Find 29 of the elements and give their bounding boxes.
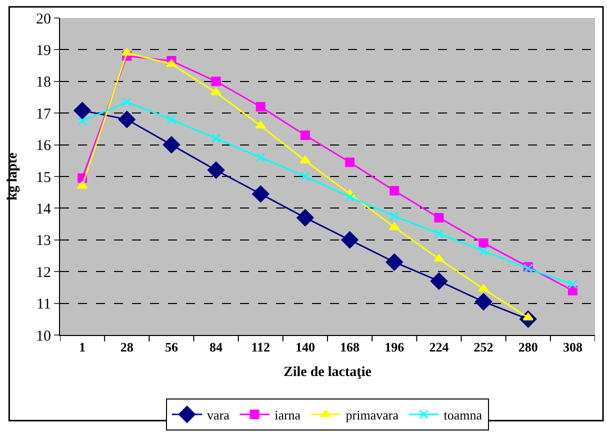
x-tick-label: 56	[164, 340, 178, 355]
x-tick-label: 308	[562, 340, 583, 355]
x-tick-label: 224	[429, 340, 450, 355]
y-tick-label: 18	[36, 74, 51, 91]
x-tick-label: 84	[210, 340, 224, 355]
y-axis-title: kg lapte	[6, 152, 21, 200]
y-tick-label: 17	[36, 106, 52, 122]
legend-label: vara	[207, 407, 230, 422]
y-tick-label: 15	[36, 170, 51, 186]
x-tick-label: 196	[384, 340, 405, 355]
x-tick-label: 280	[518, 340, 538, 355]
y-tick-label: 12	[36, 264, 51, 281]
y-tick-label: 20	[36, 11, 51, 28]
x-tick-label: 112	[251, 340, 270, 355]
y-tick-label: 19	[36, 42, 51, 59]
y-tick-label: 16	[36, 138, 52, 154]
x-tick-label: 168	[340, 340, 360, 355]
x-tick-label: 28	[120, 340, 134, 355]
legend-label: toamna	[444, 407, 482, 422]
legend-label: iarna	[274, 407, 301, 422]
x-tick-label: 252	[474, 340, 494, 355]
y-tick-label: 13	[36, 233, 51, 250]
y-tick-label: 11	[36, 296, 51, 313]
x-tick-label: 1	[79, 340, 86, 355]
y-tick-label: 10	[36, 328, 51, 344]
x-tick-label: 140	[295, 340, 315, 355]
y-tick-label: 14	[36, 201, 52, 218]
legend-label: primavara	[346, 407, 399, 422]
x-axis-title: Zile de lactaţie	[284, 364, 372, 380]
